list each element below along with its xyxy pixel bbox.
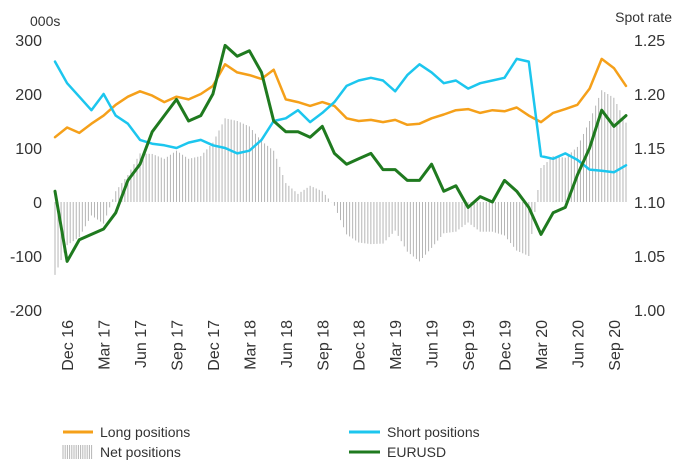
left-tick-label: -200 [10,303,42,320]
x-tick-label: Jun 20 [570,320,587,368]
x-tick-label: Mar 18 [242,320,259,370]
legend-swatch-net [62,445,93,459]
legend-short-label: Short positions [387,424,480,440]
left-tick-label: 0 [33,195,42,212]
x-axis-ticks: Dec 16 Mar 17 Jun 17 Sep 17 Dec 17 Mar 18 Jun … [60,320,624,371]
right-tick-label: 1.10 [634,195,665,212]
x-tick-label: Dec 19 [498,320,515,371]
legend-net-label: Net positions [100,444,181,460]
net-positions-bars [54,90,627,275]
x-tick-label: Jun 19 [425,320,442,368]
x-tick-label: Mar 20 [534,320,551,370]
left-axis-unit: 000s [30,13,60,29]
legend-eurusd-label: EURUSD [387,444,446,460]
x-tick-label: Dec 17 [206,320,223,371]
x-tick-label: Mar 17 [97,320,114,370]
legend-long-label: Long positions [100,424,190,440]
left-axis-ticks: 300 200 100 0 -100 -200 [10,33,42,320]
right-axis-unit: Spot rate [615,9,672,25]
x-tick-label: Jun 18 [279,320,296,368]
right-tick-label: 1.15 [634,141,665,158]
x-tick-label: Jun 17 [133,320,150,368]
x-tick-label: Sep 17 [169,320,186,371]
long-positions-line [53,57,628,139]
x-tick-label: Sep 20 [607,320,624,371]
left-tick-label: 300 [15,33,42,50]
right-tick-label: 1.25 [634,33,665,50]
x-tick-label: Sep 18 [315,320,332,371]
right-axis-ticks: 1.25 1.20 1.15 1.10 1.05 1.00 [634,33,665,320]
legend: Long positions Net positions Short posit… [62,424,480,460]
x-tick-label: Dec 16 [60,320,77,371]
short-positions-line [53,57,628,174]
left-tick-label: 100 [15,141,42,158]
left-tick-label: -100 [10,249,42,266]
right-tick-label: 1.05 [634,249,665,266]
left-tick-label: 200 [15,87,42,104]
right-tick-label: 1.20 [634,87,665,104]
x-tick-label: Sep 19 [461,320,478,371]
x-tick-label: Mar 19 [388,320,405,370]
x-tick-label: Dec 18 [352,320,369,371]
right-tick-label: 1.00 [634,303,665,320]
series-lines [53,43,628,263]
eurusd-line [53,43,628,263]
